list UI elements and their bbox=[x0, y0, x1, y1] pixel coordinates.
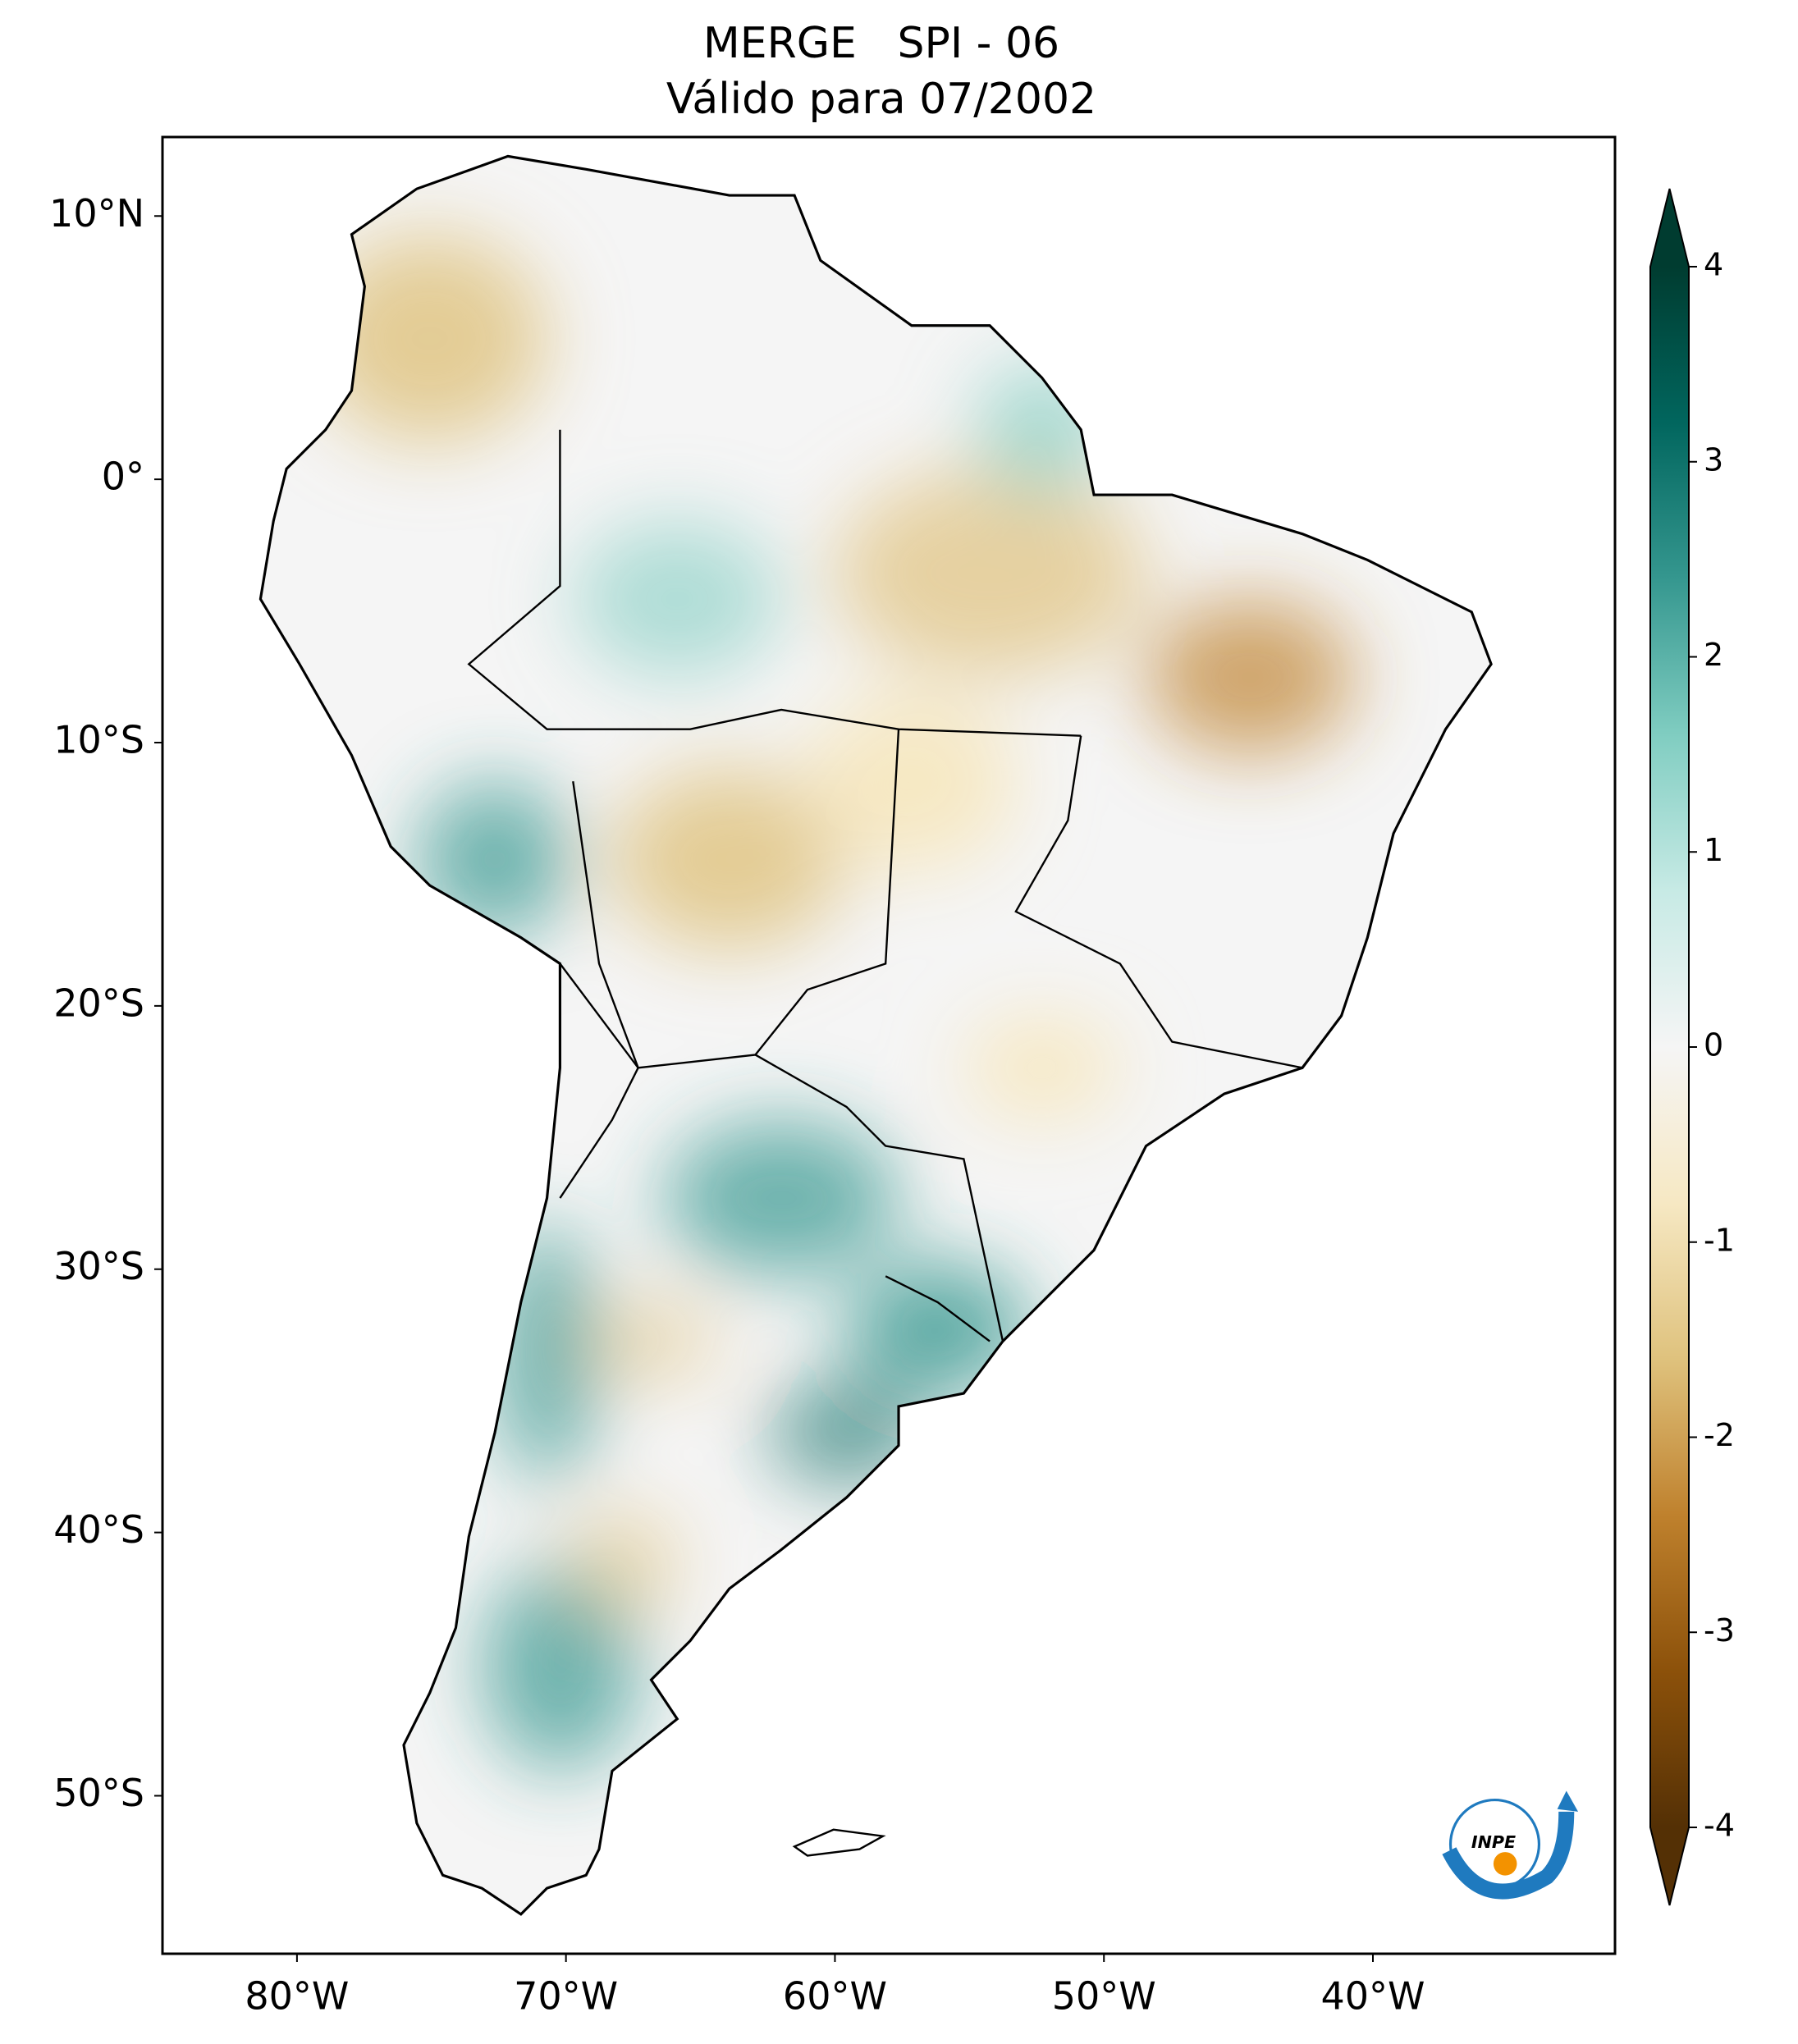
inpe-logo: INPE bbox=[1442, 1790, 1579, 1900]
colorbar-tick-label: 1 bbox=[1704, 832, 1723, 868]
lat-tick-label: 20°S bbox=[53, 981, 144, 1025]
colorbar-tick-label: -1 bbox=[1704, 1222, 1735, 1258]
spi-field bbox=[260, 156, 1492, 1914]
lat-tick-label: 50°S bbox=[53, 1771, 144, 1815]
lon-tick-label: 80°W bbox=[245, 1974, 349, 2019]
lon-tick-label: 60°W bbox=[783, 1974, 887, 2019]
map-frame bbox=[161, 135, 1617, 1955]
logo-text: INPE bbox=[1471, 1832, 1516, 1852]
colorbar: -4 -3 -2 -1 0 1 2 3 4 bbox=[1649, 188, 1735, 1906]
lat-tick-label: 30°S bbox=[53, 1244, 144, 1288]
colorbar-extend-min bbox=[1650, 1827, 1689, 1905]
colorbar-tick-label: 2 bbox=[1704, 637, 1723, 673]
title: MERGE SPI - 06 bbox=[703, 19, 1059, 68]
lat-tick-label: 0° bbox=[102, 455, 144, 499]
colorbar-tick-label: 3 bbox=[1704, 441, 1723, 478]
lon-tick-label: 50°W bbox=[1052, 1974, 1156, 2019]
lat-tick-label: 40°S bbox=[53, 1507, 144, 1552]
borders bbox=[467, 429, 1303, 1342]
colorbar-tick-label: 0 bbox=[1704, 1027, 1723, 1063]
lat-tick-label: 10°S bbox=[53, 718, 144, 762]
subtitle: Válido para 07/2002 bbox=[666, 75, 1096, 124]
colorbar-tick-label: -2 bbox=[1704, 1417, 1735, 1453]
colorbar-tick-label: -4 bbox=[1704, 1808, 1735, 1844]
lat-tick-label: 10°N bbox=[49, 191, 144, 235]
lon-tick-label: 70°W bbox=[514, 1974, 618, 2019]
colorbar-tick-label: 4 bbox=[1704, 247, 1723, 283]
islands bbox=[792, 1828, 886, 1857]
map: INPE bbox=[161, 135, 1617, 1955]
colorbar-body bbox=[1650, 267, 1689, 1827]
colorbar-tick-label: -3 bbox=[1704, 1612, 1735, 1648]
lon-tick-label: 40°W bbox=[1320, 1974, 1425, 2019]
colorbar-extend-max bbox=[1650, 189, 1689, 267]
